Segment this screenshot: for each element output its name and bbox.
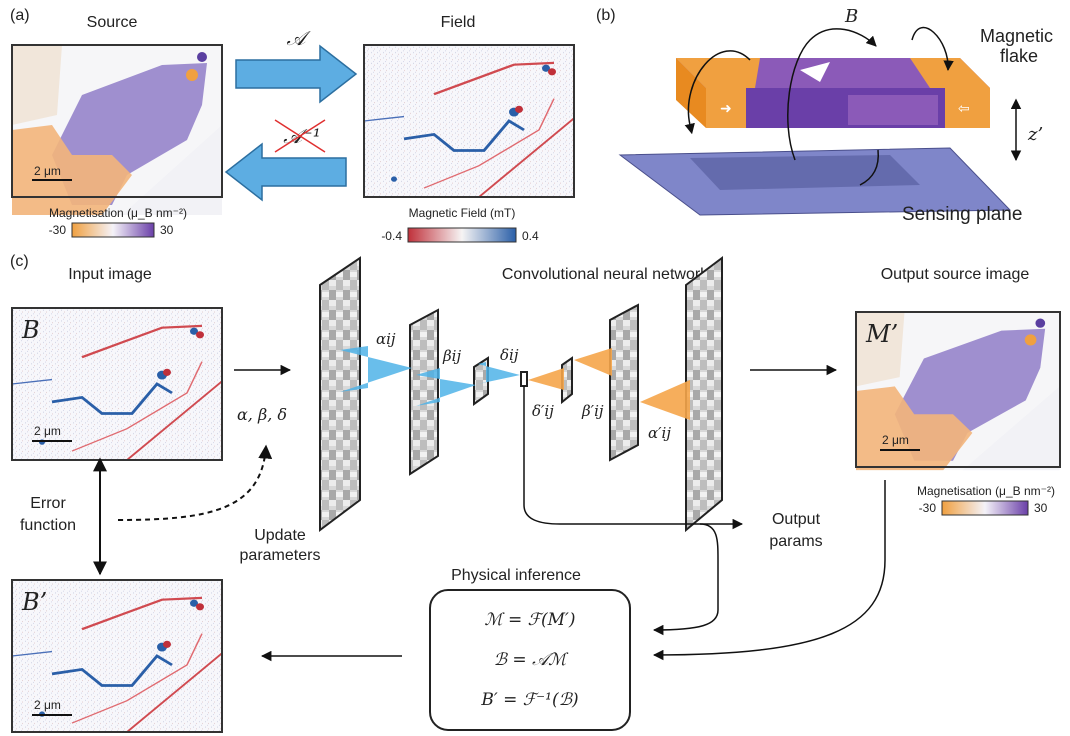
field-line bbox=[911, 26, 954, 72]
mag-colorbar-title: Magnetisation (μ_B nm⁻²) bbox=[49, 206, 187, 220]
field-colorbar bbox=[407, 227, 517, 243]
source-image: 2 μm bbox=[11, 44, 223, 215]
scale-bar-label: 2 μm bbox=[34, 164, 61, 178]
field-colorbar-title: Magnetic Field (mT) bbox=[409, 206, 516, 220]
field-line bbox=[787, 28, 877, 161]
output-params-arrow bbox=[523, 386, 744, 530]
cnn-layer bbox=[409, 308, 439, 476]
recon-symbol: B’ bbox=[21, 588, 47, 616]
cnn-layer bbox=[319, 256, 361, 532]
output-title: Output source image bbox=[881, 266, 1030, 283]
equation-3: B′ = ℱ⁻¹(ℬ) bbox=[480, 690, 578, 710]
cnn-layer bbox=[561, 356, 573, 405]
params-label: α, β, δ bbox=[237, 405, 287, 424]
output-params-line2: params bbox=[769, 533, 822, 550]
cnn bbox=[319, 256, 723, 533]
flake-label-line2: flake bbox=[1000, 46, 1038, 66]
height-symbol: z’ bbox=[1027, 124, 1043, 145]
output-colorbar bbox=[941, 500, 1029, 516]
scale-bar-label: 2 μm bbox=[34, 698, 61, 712]
output-colorbar-max: 30 bbox=[1034, 501, 1048, 515]
panel-c-label: (c) bbox=[10, 253, 29, 270]
layer-delta-prime: δ′ij bbox=[532, 402, 554, 420]
conv-kernel-orange bbox=[528, 368, 564, 390]
output-params-line1: Output bbox=[772, 511, 821, 528]
conv-kernel-blue bbox=[340, 346, 412, 392]
inverse-arrow bbox=[224, 142, 347, 202]
input-symbol: B bbox=[21, 316, 40, 344]
layer-delta: δij bbox=[500, 346, 519, 364]
magnetic-flake: ➜ ⇦ bbox=[676, 58, 990, 128]
input-title: Input image bbox=[68, 266, 152, 283]
cnn-title: Convolutional neural network bbox=[502, 266, 709, 283]
output-colorbar-min: -30 bbox=[919, 501, 937, 515]
forward-operator: 𝒜 bbox=[287, 26, 312, 50]
update-arrow bbox=[117, 444, 273, 521]
equation-1: ℳ = ℱ(M′) bbox=[484, 610, 575, 630]
field-symbol: B bbox=[844, 6, 858, 27]
physics-box bbox=[429, 589, 631, 731]
panel-a-label: (a) bbox=[10, 7, 30, 24]
output-image: 2 μm M’ bbox=[855, 311, 1061, 471]
source-to-physics-arrow bbox=[652, 480, 886, 661]
input-image: 2 μm B bbox=[11, 307, 223, 461]
field-line bbox=[684, 50, 751, 135]
layer-alpha: αij bbox=[376, 330, 396, 348]
cnn-latent bbox=[520, 371, 528, 387]
mag-colorbar bbox=[71, 222, 155, 238]
field-line bbox=[859, 149, 879, 186]
layer-beta: βij bbox=[442, 347, 461, 365]
mag-colorbar-min: -30 bbox=[49, 223, 67, 237]
field-colorbar-min: -0.4 bbox=[381, 229, 402, 243]
conv-kernel-orange bbox=[574, 348, 612, 376]
svg-text:⇦: ⇦ bbox=[958, 100, 970, 116]
field-colorbar-max: 0.4 bbox=[522, 229, 539, 243]
reconstructed-image: 2 μm B’ bbox=[11, 579, 223, 733]
conv-kernel-orange bbox=[640, 380, 690, 420]
field-image bbox=[363, 44, 575, 198]
layer-beta-prime: β′ij bbox=[581, 402, 604, 420]
source-title: Source bbox=[87, 14, 138, 31]
conv-kernel-blue bbox=[478, 362, 520, 384]
equation-2: ℬ = 𝒜ℳ bbox=[494, 650, 569, 670]
flake-label-line1: Magnetic bbox=[980, 26, 1053, 46]
output-symbol: M’ bbox=[865, 320, 898, 348]
layer-alpha-prime: α′ij bbox=[648, 424, 671, 442]
cnn-layer bbox=[609, 303, 639, 462]
field-title: Field bbox=[441, 14, 476, 31]
conv-kernel-blue bbox=[416, 368, 476, 406]
params-to-physics-arrow bbox=[652, 523, 719, 636]
update-label-line2: parameters bbox=[240, 547, 321, 564]
inverse-cross-icon bbox=[274, 119, 326, 153]
inverse-operator: 𝒜⁻¹ bbox=[283, 124, 321, 148]
panel-b-label: (b) bbox=[596, 7, 616, 24]
update-label-line1: Update bbox=[254, 527, 306, 544]
mag-colorbar-max: 30 bbox=[160, 223, 174, 237]
scale-bar-label: 2 μm bbox=[882, 433, 909, 447]
svg-text:➜: ➜ bbox=[720, 100, 732, 116]
forward-arrow bbox=[235, 44, 358, 104]
cnn-layer bbox=[685, 256, 723, 533]
error-label-line2: function bbox=[20, 517, 76, 534]
physics-title: Physical inference bbox=[451, 567, 581, 584]
scale-bar-label: 2 μm bbox=[34, 424, 61, 438]
output-colorbar-title: Magnetisation (μ_B nm⁻²) bbox=[917, 484, 1055, 498]
sensing-plane-label: Sensing plane bbox=[902, 204, 1022, 225]
error-label-line1: Error bbox=[30, 495, 66, 512]
cnn-layer bbox=[473, 356, 489, 406]
